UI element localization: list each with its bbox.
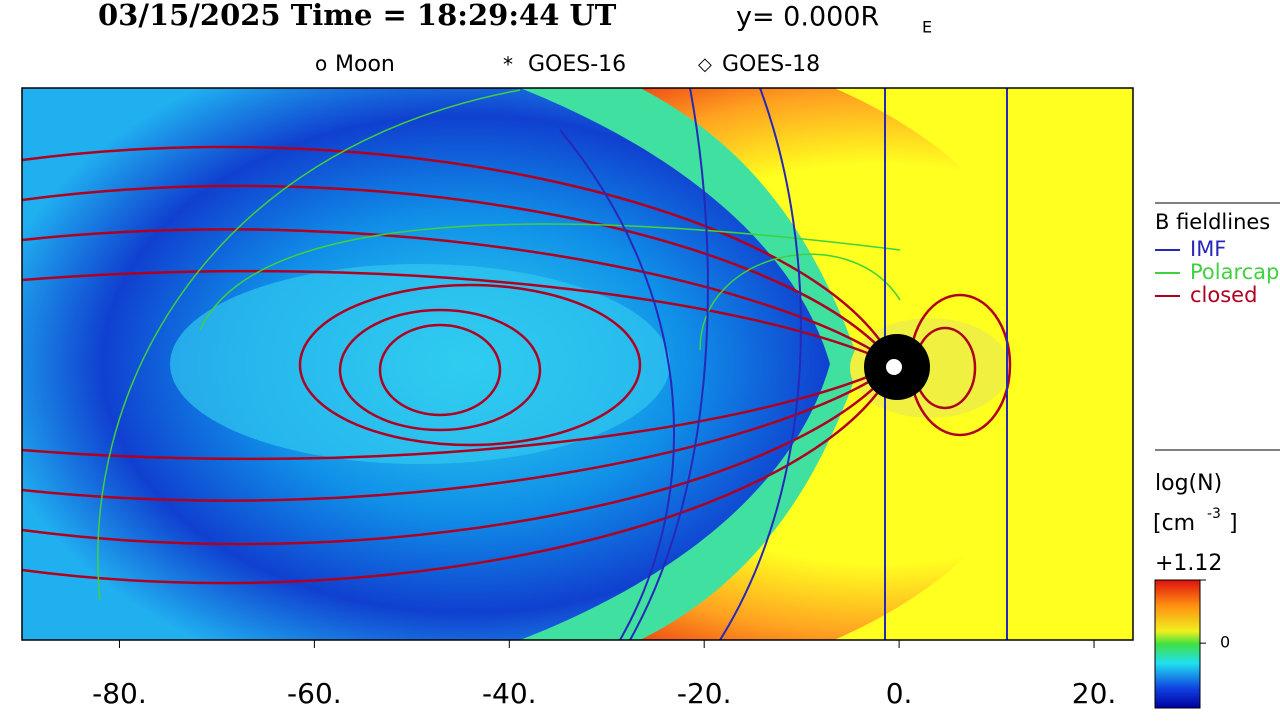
marker-legend: GOES-16 <box>528 52 626 77</box>
colorbar-tick-label: 0 <box>1220 633 1230 652</box>
colorbar-tick-label: +1.12 <box>1155 551 1222 576</box>
x-tick-label: -60. <box>287 677 342 710</box>
colorbar <box>1154 579 1201 709</box>
colorbar-unit: ] <box>1229 511 1238 536</box>
x-tick-label: 0. <box>886 677 913 710</box>
plane-label-subscript: E <box>922 18 932 37</box>
x-tick-label: 20. <box>1072 677 1117 710</box>
marker-symbol: * <box>503 53 513 77</box>
marker-symbol: ◇ <box>698 54 712 75</box>
colorbar-unit-sup: -3 <box>1207 506 1221 522</box>
plane-label: y= 0.000R <box>736 2 879 33</box>
x-tick-label: -40. <box>482 677 537 710</box>
plot-frame <box>21 87 1134 641</box>
x-tick-label: -20. <box>677 677 732 710</box>
legend-label: closed <box>1190 283 1257 307</box>
density-field <box>22 88 1133 640</box>
marker-legend: GOES-18 <box>722 52 820 77</box>
x-tick-label: -80. <box>92 677 147 710</box>
title: 03/15/2025 Time = 18:29:44 UT <box>98 0 617 32</box>
legend-label: Polarcap <box>1190 260 1279 284</box>
legend-title: B fieldlines <box>1155 210 1270 234</box>
legend-label: IMF <box>1190 237 1226 261</box>
colorbar-title: log(N) <box>1155 471 1222 496</box>
marker-legend: Moon <box>335 52 395 77</box>
colorbar-unit: [cm <box>1153 511 1195 536</box>
marker-symbol: o <box>315 52 327 76</box>
